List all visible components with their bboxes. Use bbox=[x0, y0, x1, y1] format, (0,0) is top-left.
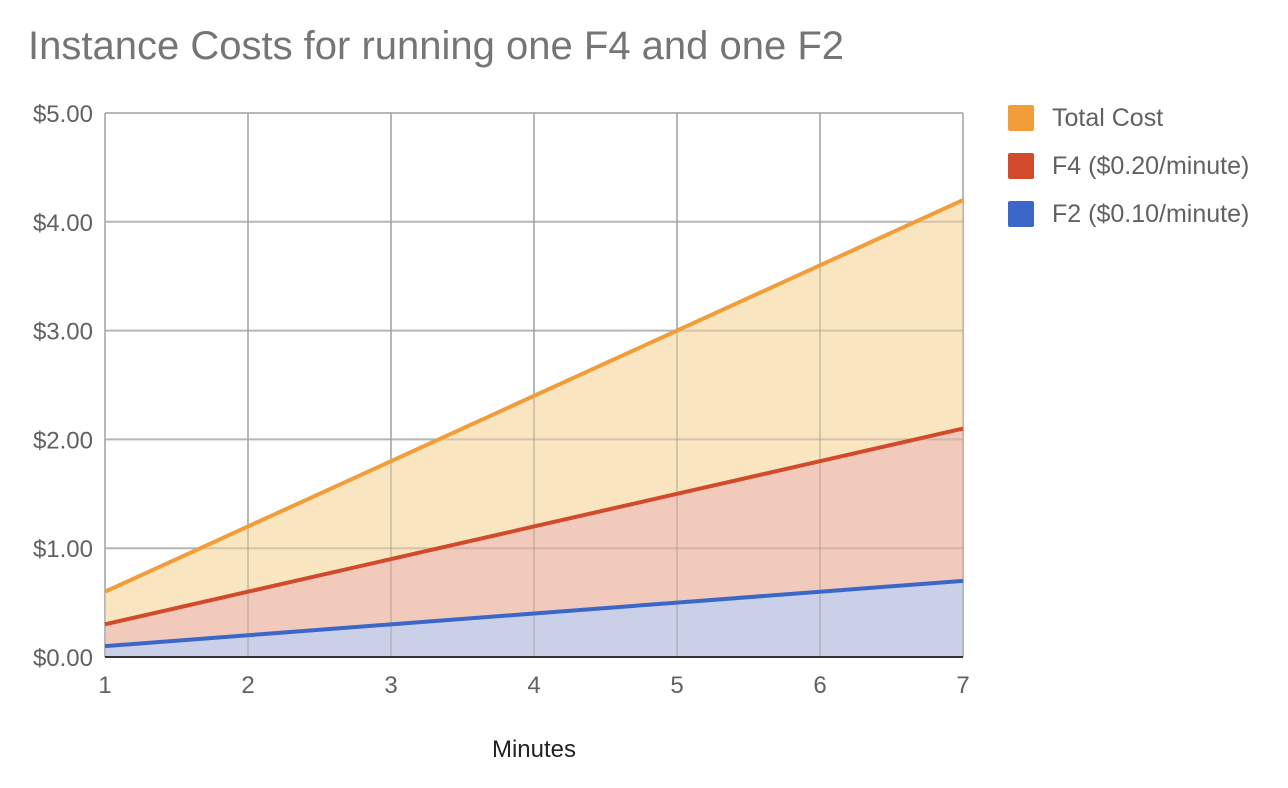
legend-label-total-cost: Total Cost bbox=[1052, 103, 1164, 132]
area-f2 bbox=[105, 580, 963, 657]
x-tick-label: 6 bbox=[813, 672, 826, 699]
chart-legend: Total Cost F4 ($0.20/minute) F2 ($0.10/m… bbox=[1008, 94, 1249, 238]
x-tick-label: 7 bbox=[956, 672, 969, 699]
x-tick-label: 3 bbox=[384, 672, 397, 699]
x-tick-label: 1 bbox=[98, 672, 111, 699]
legend-swatch-total-cost bbox=[1008, 105, 1034, 131]
x-tick-label: 2 bbox=[241, 672, 254, 699]
legend-swatch-f2 bbox=[1008, 201, 1034, 227]
x-tick-label: 5 bbox=[670, 672, 683, 699]
y-tick-label: $2.00 bbox=[33, 427, 93, 454]
series-line-total-cost bbox=[104, 198, 964, 594]
y-tick-label: $4.00 bbox=[33, 210, 93, 237]
y-tick-label: $5.00 bbox=[33, 101, 93, 128]
x-tick-label: 4 bbox=[527, 672, 540, 699]
legend-label-f2: F2 ($0.10/minute) bbox=[1052, 199, 1250, 228]
series-line-f4 bbox=[104, 426, 964, 627]
y-tick-label: $0.00 bbox=[33, 645, 93, 672]
y-tick-label: $3.00 bbox=[33, 319, 93, 346]
y-tick-label: $1.00 bbox=[33, 536, 93, 563]
x-axis-title: Minutes bbox=[492, 736, 576, 763]
legend-label-f4: F4 ($0.20/minute) bbox=[1052, 151, 1250, 180]
chart-title: Instance Costs for running one F4 and on… bbox=[28, 24, 845, 68]
legend-swatch-f4 bbox=[1008, 153, 1034, 179]
legend-item-f4[interactable]: F4 ($0.20/minute) bbox=[1008, 142, 1249, 190]
legend-item-total-cost[interactable]: Total Cost bbox=[1008, 94, 1249, 142]
legend-item-f2[interactable]: F2 ($0.10/minute) bbox=[1008, 190, 1249, 238]
series-line-f2 bbox=[104, 578, 964, 649]
